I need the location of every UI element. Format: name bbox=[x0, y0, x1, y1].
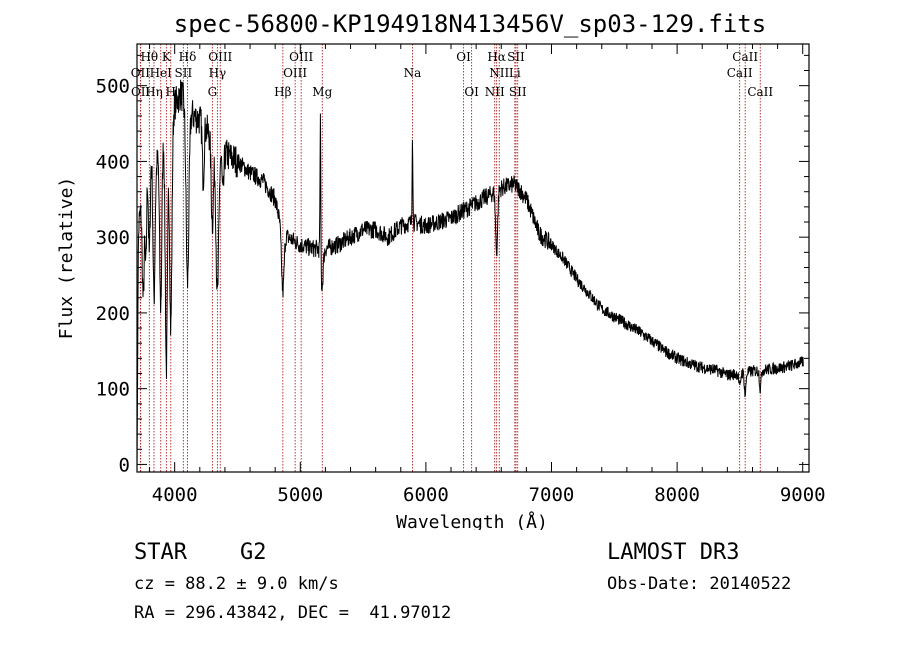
spectral-line-markers bbox=[139, 44, 761, 472]
spectral-line-label: NII bbox=[489, 66, 509, 80]
spectral-line-label: Hα bbox=[487, 50, 506, 64]
x-tick-label: 7000 bbox=[529, 484, 575, 506]
spectral-line-label: G bbox=[208, 85, 218, 99]
object-class: STAR bbox=[134, 540, 187, 565]
y-tick-label: 100 bbox=[96, 379, 130, 401]
spectral-line-label: CaII bbox=[727, 66, 753, 80]
y-tick-label: 300 bbox=[96, 227, 130, 249]
spectral-line-label: OII bbox=[131, 66, 151, 80]
redshift-value: cz = 88.2 ± 9.0 km/s bbox=[134, 574, 339, 594]
spectral-line-label: HeI bbox=[150, 66, 173, 80]
spectral-line-label: OII bbox=[131, 85, 151, 99]
y-tick-label: 0 bbox=[119, 454, 130, 476]
spectrum-chart: spec-56800-KP194918N413456V_sp03-129.fit… bbox=[56, 10, 826, 530]
y-tick-label: 500 bbox=[96, 76, 130, 98]
spectral-line-label: CaII bbox=[732, 50, 758, 64]
plot-frame bbox=[136, 43, 810, 473]
spectral-line-label: Hθ bbox=[140, 50, 158, 64]
spectral-line-label: Mg bbox=[312, 85, 332, 99]
spectral-subclass: G2 bbox=[240, 540, 267, 565]
x-tick-label: 4000 bbox=[152, 484, 198, 506]
y-tick-label: 200 bbox=[96, 303, 130, 325]
survey-name: LAMOST DR3 bbox=[607, 540, 740, 565]
spectral-line-label: Hδ bbox=[179, 50, 197, 64]
axis-ticks: 4000 5000 6000 7000 8000 9000 0 100 200 300 400 500 bbox=[96, 44, 826, 506]
x-tick-label: 9000 bbox=[780, 484, 826, 506]
y-tick-label: 400 bbox=[96, 151, 130, 173]
spectral-line-label: K bbox=[162, 50, 172, 64]
spectral-line-label: Na bbox=[404, 66, 422, 80]
spectral-line-label: Li bbox=[509, 66, 521, 80]
spectral-line-label: Hβ bbox=[274, 85, 291, 99]
spectral-line-label: Hγ bbox=[209, 66, 227, 80]
x-axis-label: Wavelength (Å) bbox=[396, 511, 548, 530]
chart-title: spec-56800-KP194918N413456V_sp03-129.fit… bbox=[174, 10, 766, 38]
spectral-line-label: SII bbox=[509, 85, 527, 99]
spectral-line-label: CaII bbox=[747, 85, 773, 99]
spectral-line-label: OIII bbox=[289, 50, 313, 64]
spectral-line-label: OI bbox=[456, 50, 471, 64]
spectral-line-label: OI bbox=[464, 85, 479, 99]
spectral-line-label: NII bbox=[485, 85, 505, 99]
spectral-line-label: H bbox=[166, 85, 176, 99]
spectral-line-label: SII bbox=[174, 66, 192, 80]
spectral-line-label: SII bbox=[507, 50, 525, 64]
spectral-line-label: OIII bbox=[208, 50, 232, 64]
observation-date: Obs-Date: 20140522 bbox=[607, 574, 792, 594]
coordinates: RA = 296.43842, DEC = 41.97012 bbox=[134, 603, 452, 623]
y-axis-label: Flux (relative) bbox=[56, 177, 77, 340]
spectral-line-label: Hη bbox=[145, 85, 163, 99]
x-tick-label: 6000 bbox=[403, 484, 449, 506]
spectrum-line bbox=[136, 79, 804, 473]
x-tick-label: 8000 bbox=[654, 484, 700, 506]
spectral-line-label: OIII bbox=[283, 66, 307, 80]
x-tick-label: 5000 bbox=[277, 484, 323, 506]
